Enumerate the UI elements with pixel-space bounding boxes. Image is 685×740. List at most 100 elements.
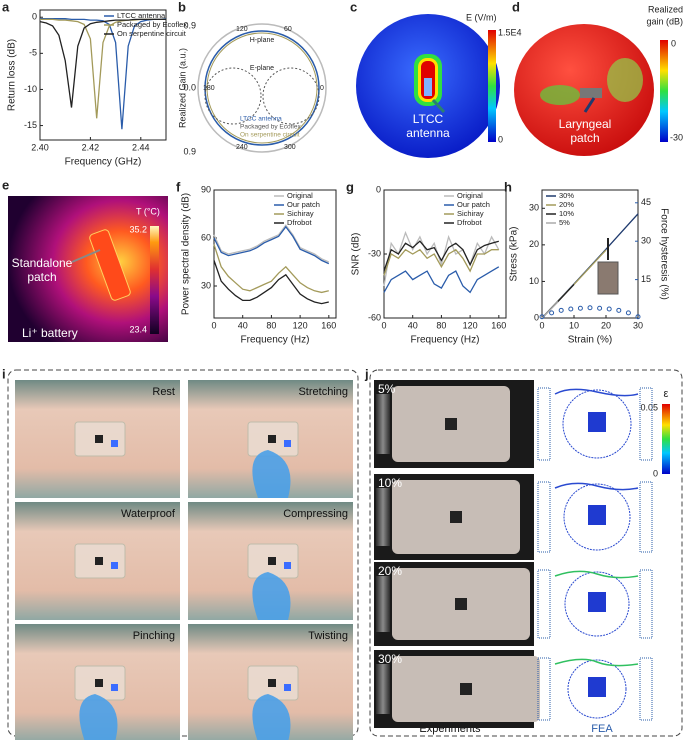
caption: Waterproof — [121, 508, 176, 520]
colorbar — [662, 404, 670, 474]
x-tick-label: 30 — [633, 320, 643, 330]
legend-label: LTCC antenna — [240, 116, 282, 123]
series-line — [213, 244, 329, 294]
x-tick-label: 0 — [539, 320, 544, 330]
y-tick-label: -60 — [368, 312, 381, 322]
y-tick-label: 30 — [201, 280, 211, 290]
colorbar-max: 35.2 — [129, 224, 147, 234]
panel-label: f — [176, 179, 181, 194]
fea-serpentine — [554, 658, 639, 667]
x-tick-label: 2.42 — [82, 142, 100, 152]
annotation: patch — [570, 131, 599, 145]
panel-label: h — [504, 179, 512, 194]
x-tick-label: 120 — [293, 320, 308, 330]
fea-clamp — [537, 481, 551, 553]
clamp — [376, 576, 390, 632]
plot-frame — [39, 9, 167, 141]
panel-d: d Laryngeal patch Realized gain (dB) 0 -… — [512, 0, 683, 156]
fea-clamp — [639, 657, 653, 721]
patch-model — [580, 88, 602, 98]
y-tick-label: 90 — [201, 184, 211, 194]
colorbar-title: Realized — [648, 4, 683, 14]
legend-label: Our patch — [287, 200, 320, 209]
panel-label: d — [512, 0, 520, 14]
antenna-chip — [424, 78, 432, 96]
chip — [268, 435, 276, 443]
caption: Twisting — [308, 630, 348, 642]
column-label: FEA — [591, 723, 613, 735]
series-line — [383, 230, 500, 287]
plot-frame — [213, 189, 337, 319]
colorbar-min: 0 — [653, 468, 658, 478]
caption: Compressing — [283, 508, 348, 520]
colorbar — [660, 40, 668, 142]
scatter-point — [616, 307, 622, 313]
clamp — [376, 394, 390, 454]
strain-label: 10% — [378, 476, 402, 490]
fea-ring — [563, 483, 631, 551]
fea-chip — [588, 592, 606, 612]
chip — [111, 562, 118, 569]
panel-label: a — [2, 0, 10, 14]
panel-frame — [7, 369, 359, 737]
y2-axis-label: Force hysteresis (%) — [658, 208, 669, 300]
strain-label: 5% — [378, 382, 396, 396]
clamp — [376, 488, 390, 546]
gain-pattern — [607, 58, 643, 102]
chip — [450, 511, 462, 523]
x-axis-label: Frequency (GHz) — [65, 157, 142, 168]
y-tick-label: -10 — [24, 84, 37, 94]
chip — [284, 562, 291, 569]
x-tick-label: 120 — [463, 320, 478, 330]
h-plane-pattern — [206, 32, 318, 144]
series-line — [39, 18, 166, 108]
panel-b: b Realized Gain (a.u.) 0.9 0.0 0.9 120 6… — [177, 0, 327, 156]
fea-ring — [562, 389, 632, 459]
y-tick-label: -15 — [24, 120, 37, 130]
colorbar-max: 1.5E4 — [498, 27, 522, 37]
arrow — [71, 249, 101, 263]
panel-e: e T (°C) 35.2 23.4 Standalone patch Li⁺ … — [2, 177, 168, 342]
panel-label: c — [350, 0, 357, 14]
chip — [445, 418, 457, 430]
fea-clamp — [537, 387, 551, 461]
annotation: Standalone — [12, 256, 73, 270]
x-tick-label: 20 — [601, 320, 611, 330]
y-tick-label: 0 — [376, 184, 381, 194]
y-tick-label: 0 — [32, 12, 37, 22]
y-axis-label: Return loss (dB) — [7, 39, 18, 111]
colorbar-min: 23.4 — [129, 324, 147, 334]
chip — [111, 684, 118, 691]
panel-j: j ε 0.05 0 Experiments FEA 5%10%20%30% — [364, 366, 683, 737]
chip — [111, 440, 118, 447]
colorbar-title: E (V/m) — [466, 12, 497, 22]
panel-frame — [369, 369, 683, 737]
y-axis-label: SNR (dB) — [351, 233, 362, 276]
legend-label: Dfrobot — [287, 218, 313, 227]
fea-clamp — [639, 481, 653, 553]
panel-label: i — [2, 366, 6, 381]
legend-label: Our patch — [457, 200, 490, 209]
chip — [284, 440, 291, 447]
y-tick-label: 30 — [529, 203, 539, 213]
gain-pattern — [540, 85, 580, 105]
legend-label: 5% — [559, 218, 570, 227]
colorbar-max: 0.05 — [640, 402, 658, 412]
scatter-point — [568, 306, 574, 312]
patch-heat — [89, 229, 131, 301]
thermal-image — [8, 196, 168, 342]
colorbar-min: 0 — [498, 134, 503, 144]
radial-tick: 0.9 — [183, 146, 196, 156]
panel-i: i Rest Stretching Waterproof Compressing Pin… — [2, 366, 359, 740]
chart: g 0 40 80 120 160 -60 -30 0 Frequency (Hz) SNR (dB… — [346, 179, 507, 346]
y2-tick-label: 15 — [641, 274, 651, 284]
scatter-point — [577, 305, 583, 311]
chart: a 2.40 2.42 2.44 0 -5 -10 -15 Frequency (GHz) Ret… — [2, 0, 187, 168]
legend-label: Original — [457, 191, 483, 200]
caption: Stretching — [298, 386, 348, 398]
fea-ring — [567, 659, 627, 719]
colorbar-title: gain (dB) — [646, 16, 683, 26]
clamp — [376, 664, 390, 714]
polar-frame — [197, 23, 327, 153]
